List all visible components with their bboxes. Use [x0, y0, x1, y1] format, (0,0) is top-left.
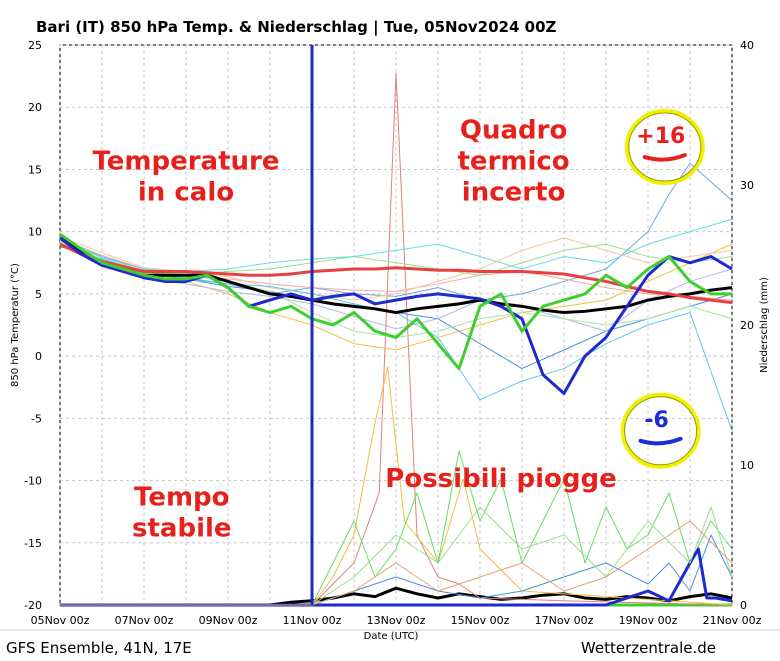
x-tick-label-5: 15Nov 00z — [451, 614, 510, 627]
right-tick-label-1: 10 — [740, 459, 754, 472]
footer-source-label: Wetterzentrale.de — [581, 639, 716, 657]
annotation-1-line-0: Quadro — [460, 115, 567, 145]
highlight-underline-1 — [638, 436, 683, 446]
highlight-circles: +16 -6 — [620, 109, 705, 469]
annotation-3: Possibili piogge — [385, 464, 616, 494]
annotation-2-line-0: Tempo — [134, 482, 229, 512]
precip-series-5 — [60, 534, 733, 606]
annotation-0: Temperature in calo — [92, 146, 279, 207]
temperature-series-group — [59, 162, 733, 431]
annotations: Temperature in calo Quadro termico incerto Te… — [92, 115, 616, 543]
highlight-label-1: -6 — [644, 408, 668, 433]
x-tick-label-8: 21Nov 00z — [703, 614, 762, 627]
precip-series-2 — [60, 72, 733, 606]
right-tick-label-2: 20 — [740, 319, 754, 332]
x-tick-label-7: 19Nov 00z — [619, 614, 678, 627]
left-tick-label-8: 20 — [28, 101, 42, 114]
x-tick-label-3: 11Nov 00z — [283, 614, 342, 627]
precip-series-4 — [60, 450, 733, 606]
highlight-label-0: +16 — [636, 124, 685, 149]
left-axis: -20 -15 -10 -5 0 5 10 15 20 25 — [24, 39, 42, 612]
highlight-circle-outline-1 — [624, 396, 698, 466]
footer-model-label: GFS Ensemble, 41N, 17E — [6, 639, 192, 657]
right-axis: 0 10 20 30 40 — [740, 39, 754, 612]
left-axis-label: 850 hPa Temperatur (°C) — [10, 263, 21, 387]
temp-series-member-3 — [59, 232, 732, 371]
left-tick-label-3: -5 — [31, 412, 42, 425]
highlight-underline-0 — [642, 153, 687, 162]
temp-series-member-2 — [59, 236, 733, 395]
precip-series-8 — [60, 520, 733, 606]
right-tick-label-0: 0 — [740, 599, 747, 612]
left-tick-label-9: 25 — [28, 39, 42, 52]
x-axis: 05Nov 00z 07Nov 00z 09Nov 00z 11Nov 00z 13No… — [31, 614, 762, 627]
x-tick-label-4: 13Nov 00z — [367, 614, 426, 627]
highlight-circle-outline-0 — [628, 112, 702, 182]
right-tick-label-3: 30 — [740, 179, 754, 192]
precip-series-3 — [60, 366, 733, 606]
annotation-2-line-1: stabile — [132, 514, 232, 544]
chart-title: Bari (IT) 850 hPa Temp. & Niederschlag |… — [36, 18, 557, 37]
annotation-1: Quadro termico incerto — [458, 115, 570, 207]
annotation-3-line-0: Possibili piogge — [385, 464, 616, 494]
annotation-2: Tempo stabile — [132, 482, 232, 543]
x-axis-label: Date (UTC) — [364, 631, 419, 642]
temp-series-mean-0 — [59, 236, 733, 315]
left-tick-label-6: 10 — [28, 226, 42, 239]
x-tick-label-1: 07Nov 00z — [115, 614, 174, 627]
annotation-0-line-1: in calo — [138, 178, 234, 208]
annotation-1-line-2: incerto — [462, 178, 566, 208]
x-tick-label-6: 17Nov 00z — [535, 614, 594, 627]
precip-series-6 — [60, 547, 733, 607]
highlight-circle-0 — [624, 109, 705, 186]
precip-series-7 — [60, 506, 733, 606]
precip-series-group — [60, 72, 733, 607]
left-tick-label-4: 0 — [35, 350, 42, 363]
plot-area — [59, 44, 733, 606]
left-tick-label-7: 15 — [28, 163, 42, 176]
annotation-1-line-1: termico — [458, 147, 570, 177]
left-tick-label-0: -20 — [24, 599, 42, 612]
highlight-circle-1 — [620, 392, 701, 469]
annotation-0-line-0: Temperature — [92, 146, 279, 176]
x-tick-label-0: 05Nov 00z — [31, 614, 90, 627]
right-tick-label-4: 40 — [740, 39, 754, 52]
right-axis-label: Niederschlag (mm) — [759, 277, 770, 373]
x-tick-label-2: 09Nov 00z — [199, 614, 258, 627]
left-tick-label-1: -15 — [24, 537, 42, 550]
left-tick-label-5: 5 — [35, 288, 42, 301]
left-tick-label-2: -10 — [24, 475, 42, 488]
